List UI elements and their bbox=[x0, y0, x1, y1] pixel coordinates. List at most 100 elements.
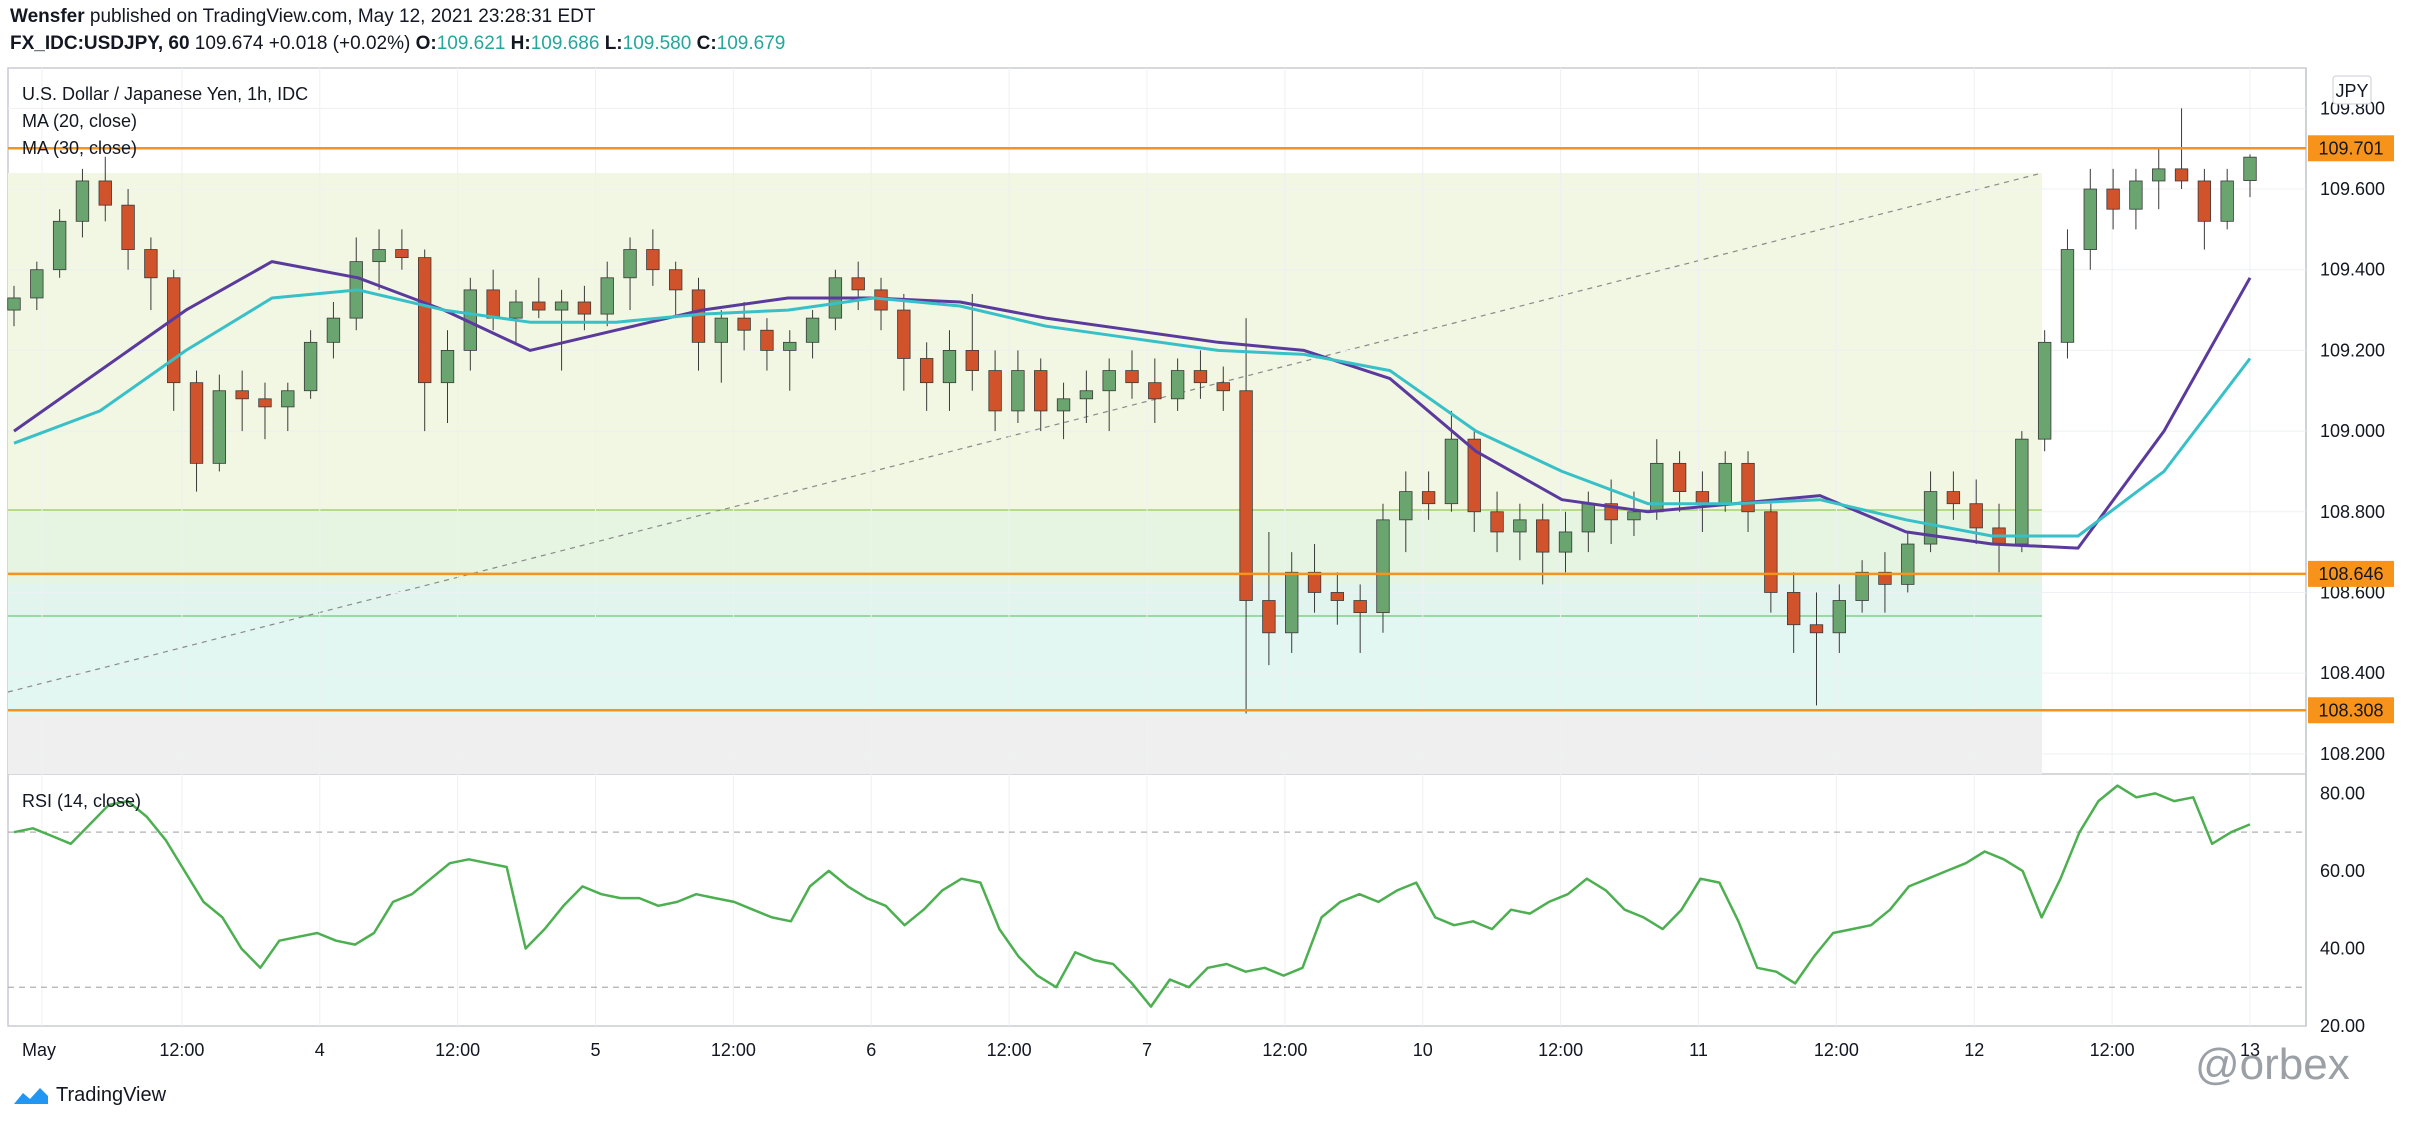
ma20-line[interactable] bbox=[13, 260, 2252, 550]
price-tick: 108.400 bbox=[2320, 663, 2385, 683]
price-tick: 108.200 bbox=[2320, 744, 2385, 764]
orbex-watermark: @orbex bbox=[2195, 1040, 2350, 1090]
candle-body bbox=[2129, 180, 2143, 210]
candle-body bbox=[554, 301, 569, 311]
close-value: 109.679 bbox=[716, 33, 786, 54]
time-tick: May bbox=[22, 1040, 56, 1060]
candle-body bbox=[1969, 503, 1983, 529]
rsi-tick: 80.00 bbox=[2320, 783, 2365, 803]
rsi-tick: 60.00 bbox=[2320, 861, 2365, 881]
currency-label: JPY bbox=[2335, 81, 2368, 101]
candle-body bbox=[1056, 398, 1071, 412]
high-label: H: bbox=[510, 33, 531, 54]
candle-body bbox=[783, 341, 797, 351]
time-tick: 10 bbox=[1413, 1040, 1433, 1060]
time-tick: 4 bbox=[315, 1040, 325, 1060]
candle-body bbox=[1695, 491, 1710, 505]
low-label: L: bbox=[604, 33, 623, 54]
moving-averages bbox=[13, 260, 2252, 550]
candle-body bbox=[1718, 462, 1732, 505]
time-tick: 12:00 bbox=[1538, 1040, 1583, 1060]
candle-body bbox=[1513, 519, 1527, 533]
time-tick: 7 bbox=[1142, 1040, 1152, 1060]
level-label-box bbox=[2308, 697, 2394, 724]
zone-lower bbox=[8, 584, 2042, 616]
tradingview-brand: TradingView bbox=[56, 1084, 167, 1106]
pane-title: U.S. Dollar / Japanese Yen, 1h, IDC bbox=[22, 84, 308, 104]
tradingview-logo[interactable]: TradingView bbox=[12, 1084, 166, 1107]
currency-badge[interactable] bbox=[2332, 75, 2372, 105]
candle-body bbox=[1923, 491, 1938, 545]
candle-body bbox=[258, 398, 272, 408]
price-tick: 109.400 bbox=[2320, 260, 2385, 280]
watermark-text: @orbex bbox=[2195, 1040, 2350, 1089]
candle-body bbox=[52, 220, 67, 271]
candle-body bbox=[1193, 370, 1208, 384]
time-tick: 12:00 bbox=[987, 1040, 1032, 1060]
high-value: 109.686 bbox=[530, 33, 600, 54]
candle-body bbox=[1809, 624, 1824, 634]
price-tick: 108.600 bbox=[2320, 582, 2385, 602]
candle-body bbox=[281, 390, 295, 408]
candle-body bbox=[532, 301, 546, 311]
candle-body bbox=[1330, 592, 1345, 601]
author-name[interactable]: Wensfer bbox=[10, 6, 85, 27]
open-value: 109.621 bbox=[436, 33, 506, 54]
candle-body bbox=[714, 317, 728, 343]
candle-body bbox=[1399, 491, 1413, 521]
rsi-tick: 40.00 bbox=[2320, 938, 2365, 958]
candle-body bbox=[98, 180, 112, 206]
candle-body bbox=[737, 317, 751, 331]
price-axis: 109.800109.600109.400109.200109.000108.8… bbox=[2320, 98, 2385, 763]
candle-body bbox=[418, 257, 432, 384]
candle-body bbox=[1764, 511, 1778, 593]
candle-body bbox=[805, 317, 820, 343]
ohlc-line: FX_IDC:USDJPY, 60 109.674 +0.018 (+0.02%… bbox=[10, 33, 785, 55]
candle-body bbox=[30, 269, 44, 299]
published-text: published on TradingView.com, May 12, 20… bbox=[89, 6, 596, 27]
candle-body bbox=[167, 277, 181, 384]
candle-body bbox=[965, 349, 979, 371]
candle-body bbox=[1786, 592, 1801, 626]
candle-body bbox=[1444, 438, 1459, 505]
candle-body bbox=[1079, 390, 1094, 400]
rsi-line[interactable] bbox=[13, 784, 2251, 1008]
ma20-legend[interactable]: MA (20, close) bbox=[22, 111, 137, 131]
candle-body bbox=[1148, 382, 1162, 400]
time-tick: 12:00 bbox=[435, 1040, 480, 1060]
candle-body bbox=[7, 297, 21, 311]
price-tick: 109.000 bbox=[2320, 421, 2385, 441]
time-tick: 12:00 bbox=[2090, 1040, 2135, 1060]
candle-body bbox=[760, 329, 774, 351]
candle-body bbox=[897, 309, 911, 359]
candle-body bbox=[372, 249, 386, 263]
candle-body bbox=[1490, 511, 1504, 533]
candle-body bbox=[144, 249, 158, 279]
rsi-axis: 80.00 60.00 40.00 20.00 bbox=[2320, 783, 2365, 1036]
candle-body bbox=[1672, 462, 1687, 492]
price-tick: 109.600 bbox=[2320, 179, 2385, 199]
candle-body bbox=[440, 349, 455, 384]
candle-body bbox=[2243, 156, 2257, 181]
retracement-zones bbox=[7, 172, 2043, 774]
rsi-legend[interactable]: RSI (14, close) bbox=[22, 791, 141, 811]
candle-body bbox=[1627, 511, 1641, 521]
ma30-line[interactable] bbox=[13, 288, 2252, 538]
candle-body bbox=[668, 269, 683, 291]
level-label: 108.308 bbox=[2318, 700, 2383, 720]
candle-body bbox=[2015, 438, 2029, 545]
candle-body bbox=[1878, 571, 1892, 585]
time-tick: 12:00 bbox=[159, 1040, 204, 1060]
time-tick: 12:00 bbox=[1262, 1040, 1307, 1060]
time-tick: 12 bbox=[1964, 1040, 1984, 1060]
candle-body bbox=[1376, 519, 1390, 614]
candle-body bbox=[646, 249, 660, 271]
ma30-legend[interactable]: MA (30, close) bbox=[22, 138, 137, 158]
candle-body bbox=[1946, 491, 1961, 505]
time-tick: 6 bbox=[866, 1040, 876, 1060]
candle-body bbox=[395, 249, 409, 259]
candle-body bbox=[1558, 531, 1573, 553]
candle-body bbox=[2106, 188, 2120, 210]
candle-body bbox=[988, 370, 1002, 412]
